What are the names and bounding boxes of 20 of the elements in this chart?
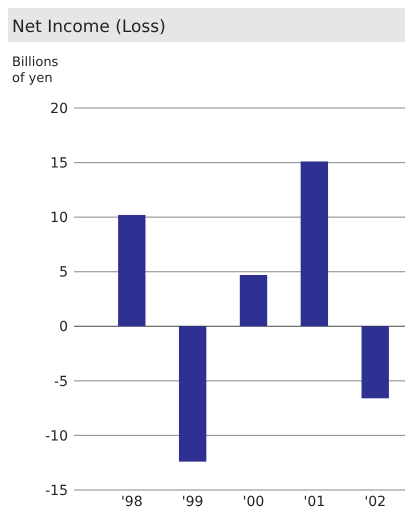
bar [178, 326, 206, 462]
x-tick-label: '98 [120, 494, 143, 510]
y-tick-label: -5 [54, 374, 68, 390]
bar [362, 326, 389, 398]
bar [300, 161, 328, 326]
y-tick-label: 5 [59, 264, 68, 281]
bar [118, 214, 146, 326]
x-tick-label: '01 [304, 494, 326, 510]
y-tick-label: 20 [50, 100, 68, 117]
bar [240, 274, 268, 326]
x-tick-label: '00 [242, 494, 264, 510]
y-tick-label: -10 [45, 428, 68, 444]
y-tick-label: 15 [50, 155, 68, 172]
x-tick-label: '02 [364, 494, 386, 510]
chart-title: Net Income (Loss) [12, 17, 166, 37]
y-tick-label: 0 [59, 319, 68, 336]
x-tick-label: '99 [182, 494, 204, 510]
y-axis-title: Billions of yen [12, 55, 59, 86]
y-tick-label: 10 [50, 210, 68, 226]
y-tick-label: -15 [45, 482, 68, 499]
